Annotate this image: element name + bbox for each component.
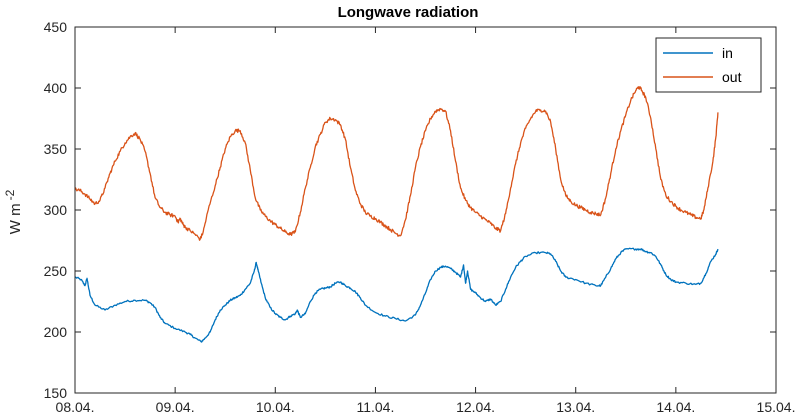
series-line-in (75, 247, 719, 343)
svg-text:W m-2: W m -2 (3, 189, 24, 234)
legend-label-out: out (722, 69, 742, 85)
legend-box (655, 37, 762, 93)
x-tick-label: 09.04. (156, 399, 195, 415)
series-layer (74, 86, 719, 343)
chart-title: Longwave radiation (338, 4, 479, 21)
x-tick-label: 15.04. (757, 399, 796, 415)
series-line-out (74, 86, 719, 241)
y-tick-label: 200 (44, 324, 68, 340)
x-tick-label: 14.04. (656, 399, 695, 415)
y-axis-label-text: W m (7, 203, 24, 234)
x-tick-label: 08.04. (56, 399, 95, 415)
y-tick-label: 450 (44, 19, 68, 35)
y-tick-label: 150 (44, 385, 68, 401)
y-tick-label: 400 (44, 80, 68, 96)
legend-label-in: in (722, 45, 733, 61)
x-tick-label: 12.04. (456, 399, 495, 415)
y-axis-label-exponent: -2 (3, 189, 17, 200)
x-tick-label: 10.04. (256, 399, 295, 415)
y-tick-label: 300 (44, 202, 68, 218)
legend: in out (655, 37, 762, 93)
ticks-layer: 150 200 250 300 350 400 450 08.04. 09.04. 10.04. 1… (44, 19, 796, 415)
y-tick-label: 350 (44, 141, 68, 157)
y-tick-label: 250 (44, 263, 68, 279)
x-tick-label: 13.04. (556, 399, 595, 415)
x-tick-label: 11.04. (356, 399, 394, 415)
y-axis-label: W m -2 (3, 189, 24, 234)
